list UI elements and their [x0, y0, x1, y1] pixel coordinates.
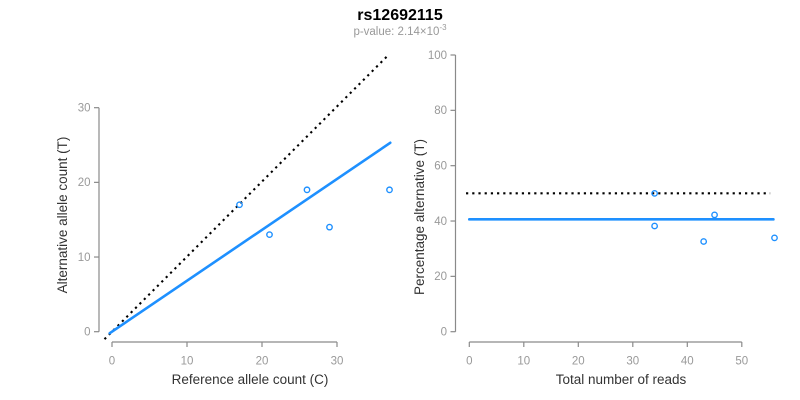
allele-count-scatter-x-tick-label: 20 [256, 356, 269, 368]
allele-count-scatter-y-tick-label: 20 [78, 177, 91, 189]
figure-title: rs12692115 [357, 7, 443, 24]
allele-count-scatter-data-point [266, 231, 273, 239]
percentage-reads-scatter-y-tick-label: 80 [434, 105, 447, 117]
percentage-reads-scatter-x-tick-label: 50 [735, 356, 748, 368]
allele-count-scatter-x-tick-label: 30 [331, 356, 344, 368]
allele-count-scatter-y-tick-label: 10 [78, 252, 91, 264]
allele-count-scatter-data-point [326, 223, 333, 231]
percentage-reads-scatter-y-tick-label: 100 [428, 50, 447, 62]
percentage-reads-scatter-x-tick-label: 20 [572, 356, 585, 368]
percentage-reads-scatter-data-point [711, 211, 718, 219]
percentage-reads-scatter-x-tick-label: 30 [626, 356, 639, 368]
percentage-reads-scatter-data-point [700, 238, 708, 245]
allele-count-scatter-identity-line [103, 56, 388, 340]
allele-count-scatter-fit-line [108, 141, 392, 335]
percentage-reads-scatter-data-point [771, 234, 778, 242]
percentage-reads-scatter-y-tick-label: 60 [434, 160, 447, 172]
allele-count-scatter-y-tick-label: 30 [78, 102, 91, 114]
percentage-reads-scatter-x-axis-title: Total number of reads [556, 372, 687, 387]
percentage-reads-scatter-data-point [651, 222, 658, 230]
percentage-reads-scatter-x-tick-label: 10 [517, 356, 530, 368]
allele-count-scatter-x-axis-title: Reference allele count (C) [172, 372, 329, 387]
percentage-reads-scatter-y-tick-label: 20 [434, 271, 447, 283]
percentage-reads-scatter-y-axis-title: Percentage alternative (T) [412, 139, 427, 295]
allele-count-scatter-x-tick-label: 0 [109, 356, 115, 368]
percentage-reads-scatter-x-tick-label: 40 [681, 356, 694, 368]
percentage-reads-scatter-y-tick-label: 0 [441, 327, 447, 339]
percentage-reads-scatter-data-point [651, 189, 658, 197]
allele-count-scatter-data-point [236, 201, 243, 209]
allele-count-scatter-data-point [303, 186, 311, 194]
pvalue-exponent: -3 [439, 23, 447, 33]
allele-count-scatter-x-tick-label: 10 [181, 356, 194, 368]
allele-count-scatter-data-point [386, 186, 393, 194]
pvalue-text: p-value: 2.14×10 [353, 26, 440, 38]
allele-count-scatter-y-tick-label: 0 [84, 327, 90, 339]
allele-count-scatter-y-axis-title: Alternative allele count (T) [55, 137, 70, 294]
percentage-reads-scatter-x-tick-label: 0 [466, 356, 472, 368]
figure-subtitle: p-value: 2.14×10-3 [0, 23, 800, 38]
percentage-reads-scatter-y-tick-label: 40 [434, 216, 447, 228]
